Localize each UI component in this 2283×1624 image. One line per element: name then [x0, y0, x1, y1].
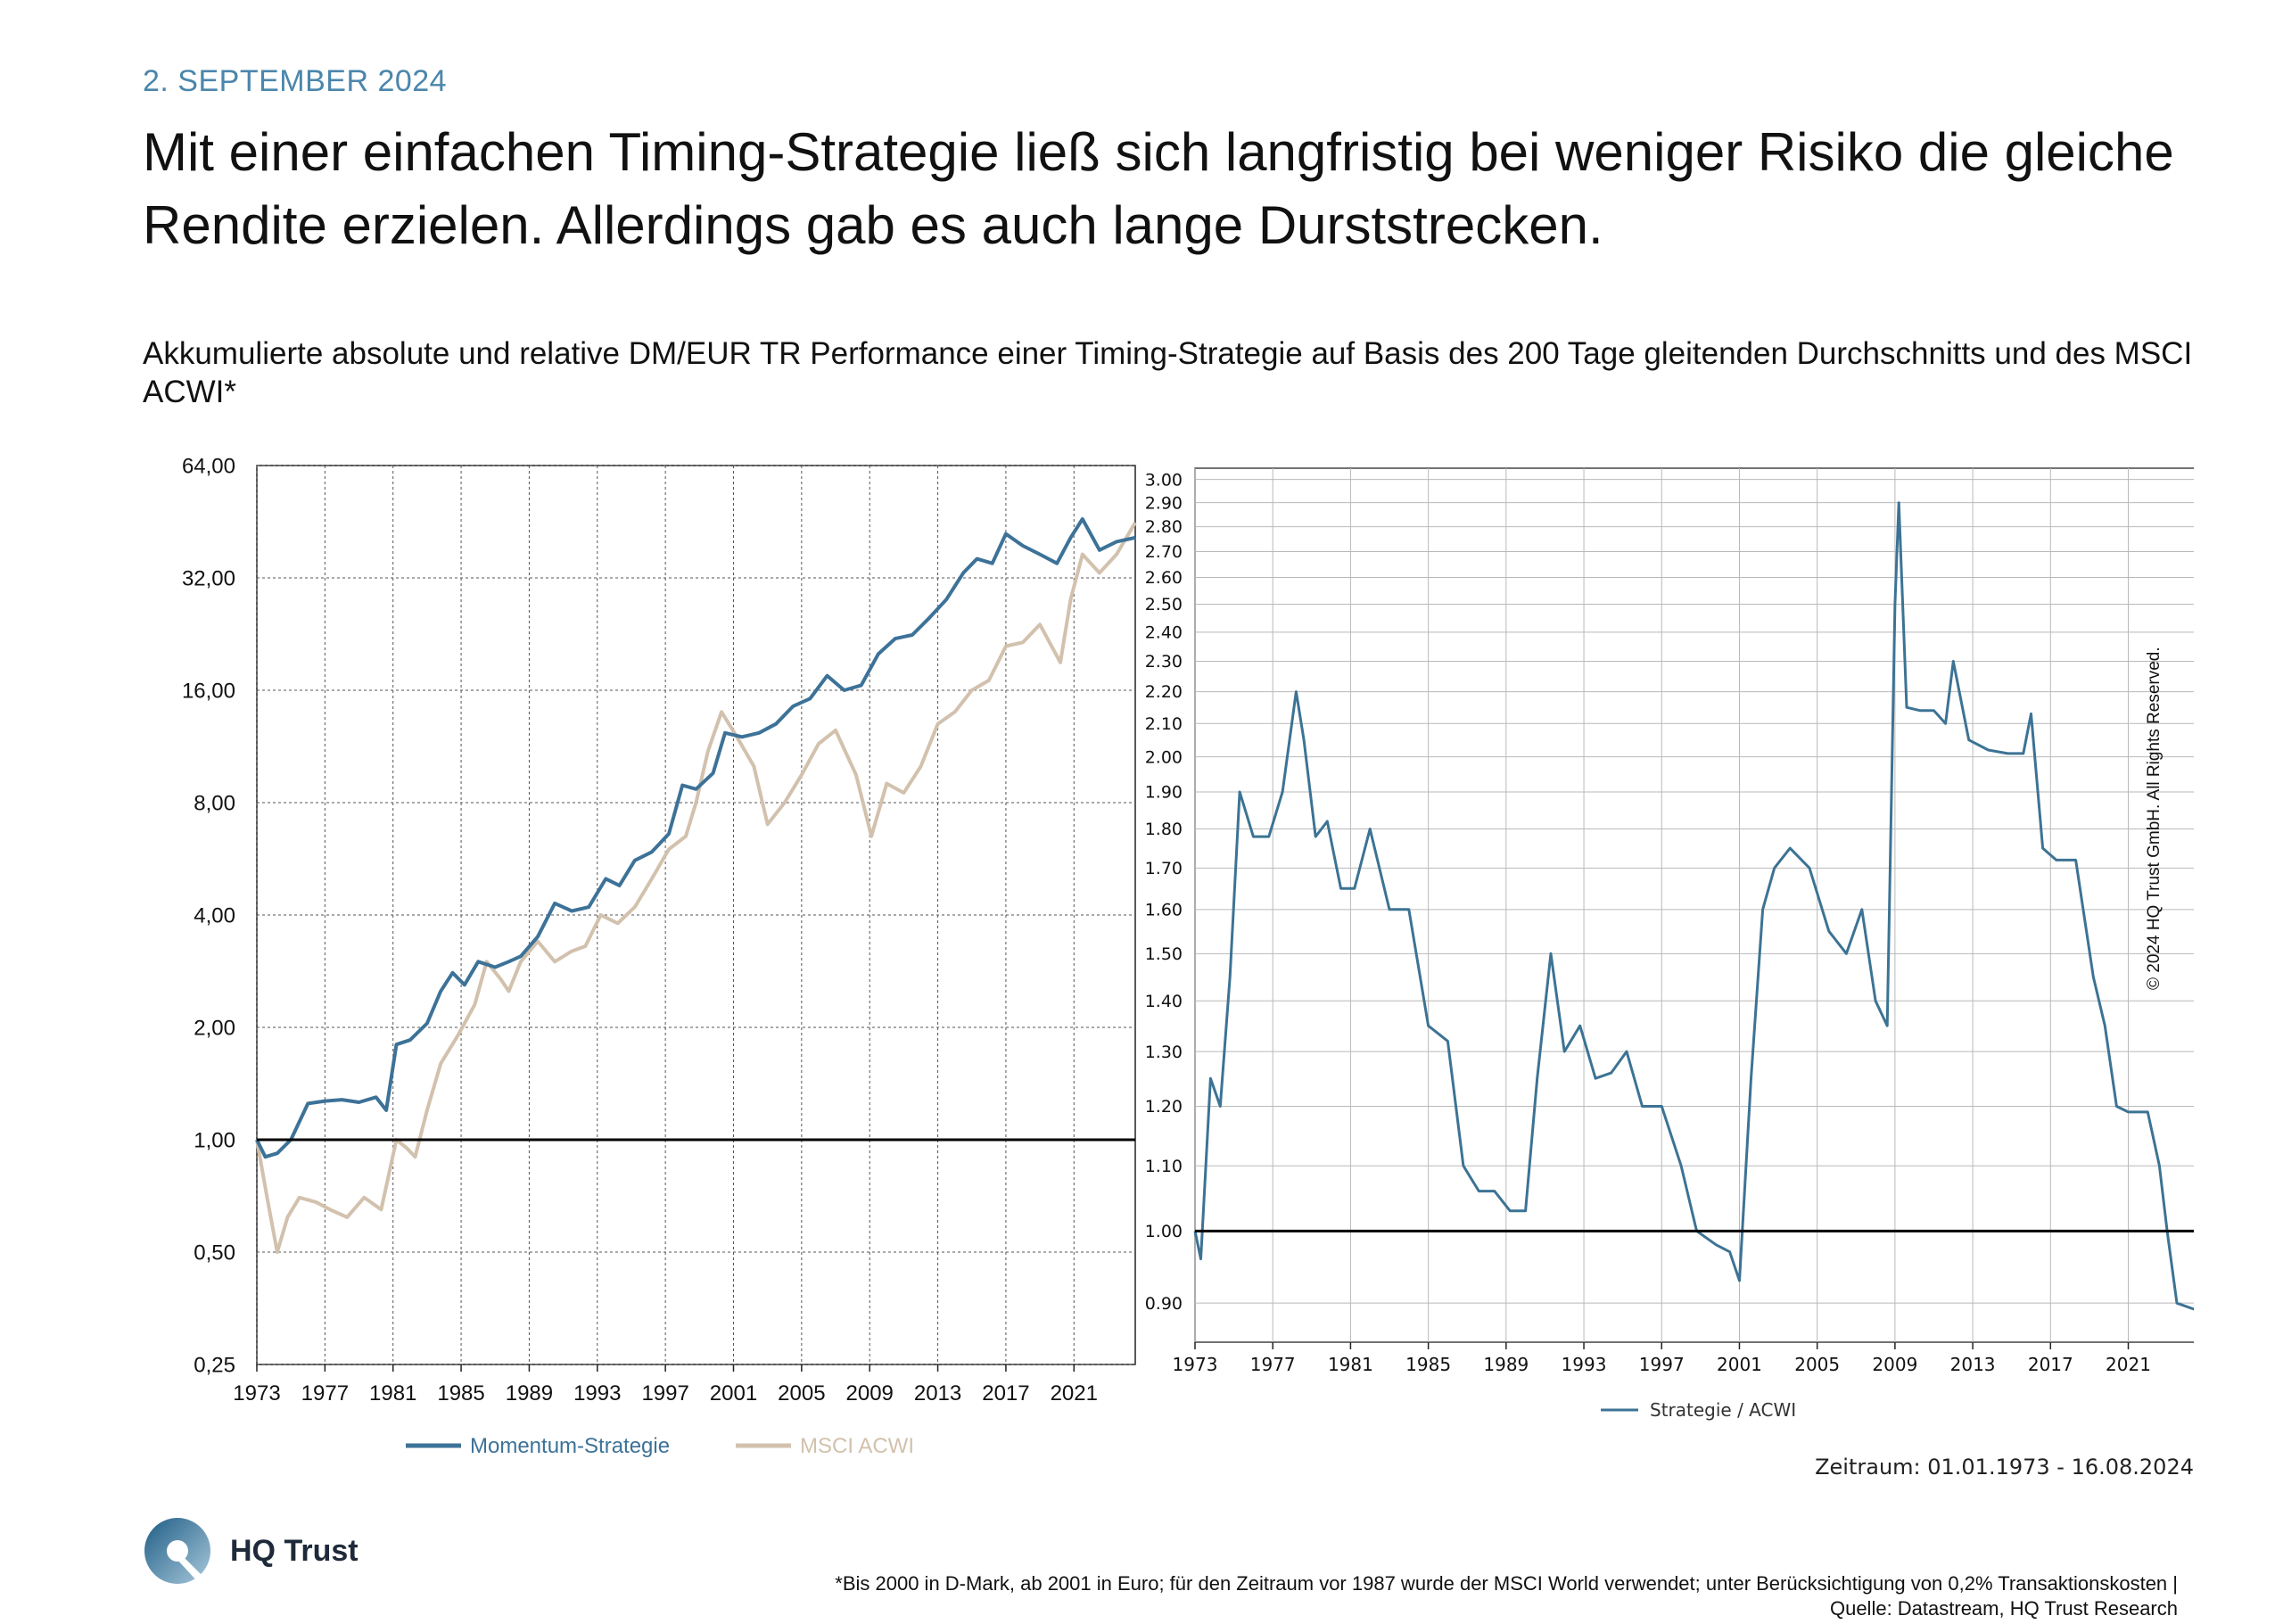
- y-tick-label: 1.90: [1145, 783, 1183, 803]
- x-tick-label: 1997: [641, 1381, 688, 1406]
- x-tick-label: 1989: [1483, 1354, 1529, 1375]
- y-tick-label: 2,00: [194, 1016, 235, 1040]
- x-tick-label: 1973: [1173, 1354, 1218, 1375]
- x-tick-label: 2009: [846, 1381, 894, 1406]
- y-tick-label: 2.90: [1145, 493, 1183, 513]
- x-tick-label: 1989: [506, 1381, 553, 1406]
- copyright-notice: © 2024 HQ Trust GmbH. All Rights Reserve…: [2145, 647, 2163, 990]
- x-tick-label: 2017: [982, 1381, 1029, 1406]
- x-tick-label: 2013: [914, 1381, 961, 1406]
- footnote-source: Quelle: Datastream, HQ Trust Research: [1829, 1597, 2178, 1620]
- x-tick-label: 1977: [301, 1381, 349, 1406]
- y-tick-label: 1.80: [1145, 820, 1183, 839]
- y-tick-label: 64,00: [182, 454, 235, 478]
- series-line-momentum-strategie: [255, 517, 1136, 1159]
- report-date: 2. SEPTEMBER 2024: [143, 64, 448, 98]
- x-tick-label: 2005: [1794, 1354, 1840, 1375]
- legend-label: Strategie / ACWI: [1650, 1399, 1796, 1421]
- y-tick-label: 2.20: [1145, 682, 1183, 702]
- y-tick-label: 0,25: [194, 1353, 235, 1377]
- legend-label: Momentum-Strategie: [470, 1434, 670, 1458]
- y-tick-label: 0.90: [1145, 1294, 1183, 1314]
- y-tick-label: 1.00: [1145, 1222, 1183, 1241]
- x-tick-label: 2001: [1717, 1354, 1762, 1375]
- y-tick-label: 2.30: [1145, 652, 1183, 672]
- x-tick-label: 1981: [1328, 1354, 1373, 1375]
- x-tick-label: 1981: [369, 1381, 416, 1406]
- y-tick-label: 1.30: [1145, 1043, 1183, 1062]
- relative-performance-chart: 0.90 1.00 1.10 1.20 1.30 1.40 1.50 1.60 1.70 1.80…: [1145, 467, 2194, 1480]
- y-tick-label: 1.40: [1145, 992, 1183, 1011]
- footnote: *Bis 2000 in D-Mark, ab 2001 in Euro; fü…: [394, 1571, 2178, 1621]
- x-tick-label: 1997: [1639, 1354, 1685, 1375]
- x-tick-label: 2001: [710, 1381, 757, 1406]
- y-tick-label: 3.00: [1145, 470, 1183, 490]
- y-tick-label: 0,50: [194, 1241, 235, 1265]
- y-tick-label: 8,00: [194, 791, 235, 815]
- x-tick-label: 1985: [437, 1381, 484, 1406]
- x-tick-label: 1993: [573, 1381, 621, 1406]
- brand-name: HQ Trust: [230, 1533, 359, 1568]
- absolute-performance-chart: 0,25 0,50 1,00 2,00 4,00 8,00 16,00 32,00 64,00 1…: [182, 454, 1137, 1458]
- plot-frame: [1194, 467, 2194, 1343]
- x-tick-label: 2005: [778, 1381, 825, 1406]
- y-tick-label: 4,00: [194, 903, 235, 927]
- hq-trust-logo-icon: [144, 1518, 210, 1584]
- x-tick-label: 1985: [1405, 1354, 1451, 1375]
- chart-subtitle: Akkumulierte absolute und relative DM/EU…: [143, 336, 2193, 409]
- period-note: Zeitraum: 01.01.1973 - 16.08.2024: [1815, 1455, 2194, 1480]
- y-tick-label: 2.10: [1145, 714, 1183, 734]
- y-tick-label: 1,00: [194, 1128, 235, 1152]
- y-tick-label: 1.10: [1145, 1157, 1183, 1176]
- x-tick-label: 2021: [1051, 1381, 1098, 1406]
- page-title: Mit einer einfachen Timing-Strategie lie…: [143, 122, 2174, 255]
- x-tick-label: 1993: [1562, 1354, 1607, 1375]
- y-tick-label: 1.20: [1145, 1097, 1183, 1117]
- y-tick-label: 32,00: [182, 566, 235, 590]
- y-tick-label: 1.60: [1145, 900, 1183, 919]
- x-tick-label: 2013: [1950, 1354, 1996, 1375]
- footnote-text: *Bis 2000 in D-Mark, ab 2001 in Euro; fü…: [835, 1572, 2178, 1595]
- legend-label: MSCI ACWI: [800, 1434, 914, 1458]
- y-tick-label: 2.70: [1145, 542, 1183, 562]
- y-tick-label: 16,00: [182, 679, 235, 703]
- y-tick-label: 2.60: [1145, 568, 1183, 588]
- y-tick-label: 1.50: [1145, 944, 1183, 964]
- x-tick-label: 2021: [2106, 1354, 2151, 1375]
- y-tick-label: 1.70: [1145, 859, 1183, 878]
- x-tick-label: 1973: [233, 1381, 280, 1406]
- y-tick-label: 2.00: [1145, 747, 1183, 767]
- series-line-strategie-acwi: [1193, 501, 2194, 1311]
- y-tick-label: 2.50: [1145, 595, 1183, 614]
- y-tick-label: 2.80: [1145, 517, 1183, 537]
- series-line-msci-acwi: [255, 521, 1137, 1254]
- x-tick-label: 2009: [1872, 1354, 1917, 1375]
- x-tick-label: 1977: [1250, 1354, 1296, 1375]
- brand-logo: HQ Trust: [143, 1516, 359, 1586]
- y-tick-label: 2.40: [1145, 622, 1183, 642]
- x-tick-label: 2017: [2028, 1354, 2073, 1375]
